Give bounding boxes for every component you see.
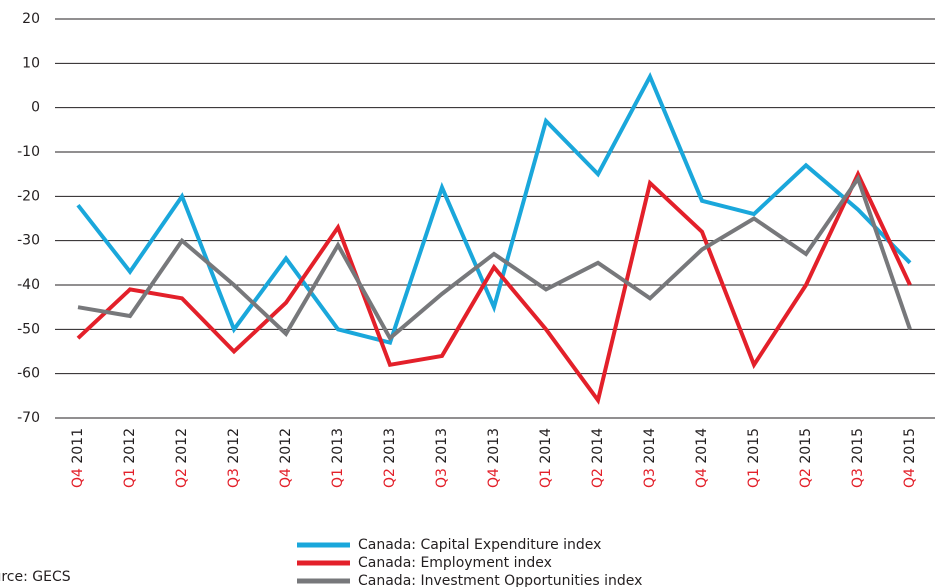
x-tick-label: Q3 2013 — [434, 428, 450, 488]
legend-label: Canada: Capital Expenditure index — [358, 537, 601, 553]
x-tick-label: Q2 2013 — [382, 428, 398, 488]
x-tick-label: Q4 2015 — [902, 428, 918, 488]
x-tick-label: Q2 2012 — [174, 428, 190, 488]
x-tick-label: Q3 2015 — [850, 428, 866, 488]
y-tick-label: -70 — [17, 410, 40, 426]
x-tick-label: Q2 2015 — [798, 428, 814, 488]
x-tick-label: Q4 2014 — [694, 428, 710, 488]
series-line — [76, 71, 912, 346]
legend-label: Canada: Investment Opportunities index — [358, 573, 642, 587]
x-tick-label: Q1 2014 — [538, 428, 554, 488]
y-tick-label: -60 — [17, 366, 40, 382]
x-tick-label: Q3 2012 — [226, 428, 242, 488]
x-tick-label: Q4 2013 — [486, 428, 502, 488]
y-tick-label: -10 — [17, 144, 40, 160]
x-tick-label: Q3 2014 — [642, 428, 658, 488]
y-tick-label: -40 — [17, 277, 40, 293]
x-tick-label: Q4 2011 — [70, 428, 86, 488]
y-tick-label: -50 — [17, 321, 40, 337]
y-tick-label: 20 — [22, 11, 40, 27]
x-tick-label: Q4 2012 — [278, 428, 294, 488]
source-note: Source: GECS — [0, 569, 71, 585]
y-tick-label: 0 — [31, 100, 40, 116]
legend-label: Canada: Employment index — [358, 555, 552, 571]
y-tick-label: -20 — [17, 188, 40, 204]
y-tick-label: -30 — [17, 233, 40, 249]
x-tick-label: Q1 2012 — [122, 428, 138, 488]
x-tick-label: Q1 2015 — [746, 428, 762, 488]
series-line — [76, 169, 912, 405]
series-line — [77, 174, 912, 342]
x-tick-label: Q1 2013 — [330, 428, 346, 488]
y-tick-label: 10 — [22, 55, 40, 71]
x-tick-label: Q2 2014 — [590, 428, 606, 488]
